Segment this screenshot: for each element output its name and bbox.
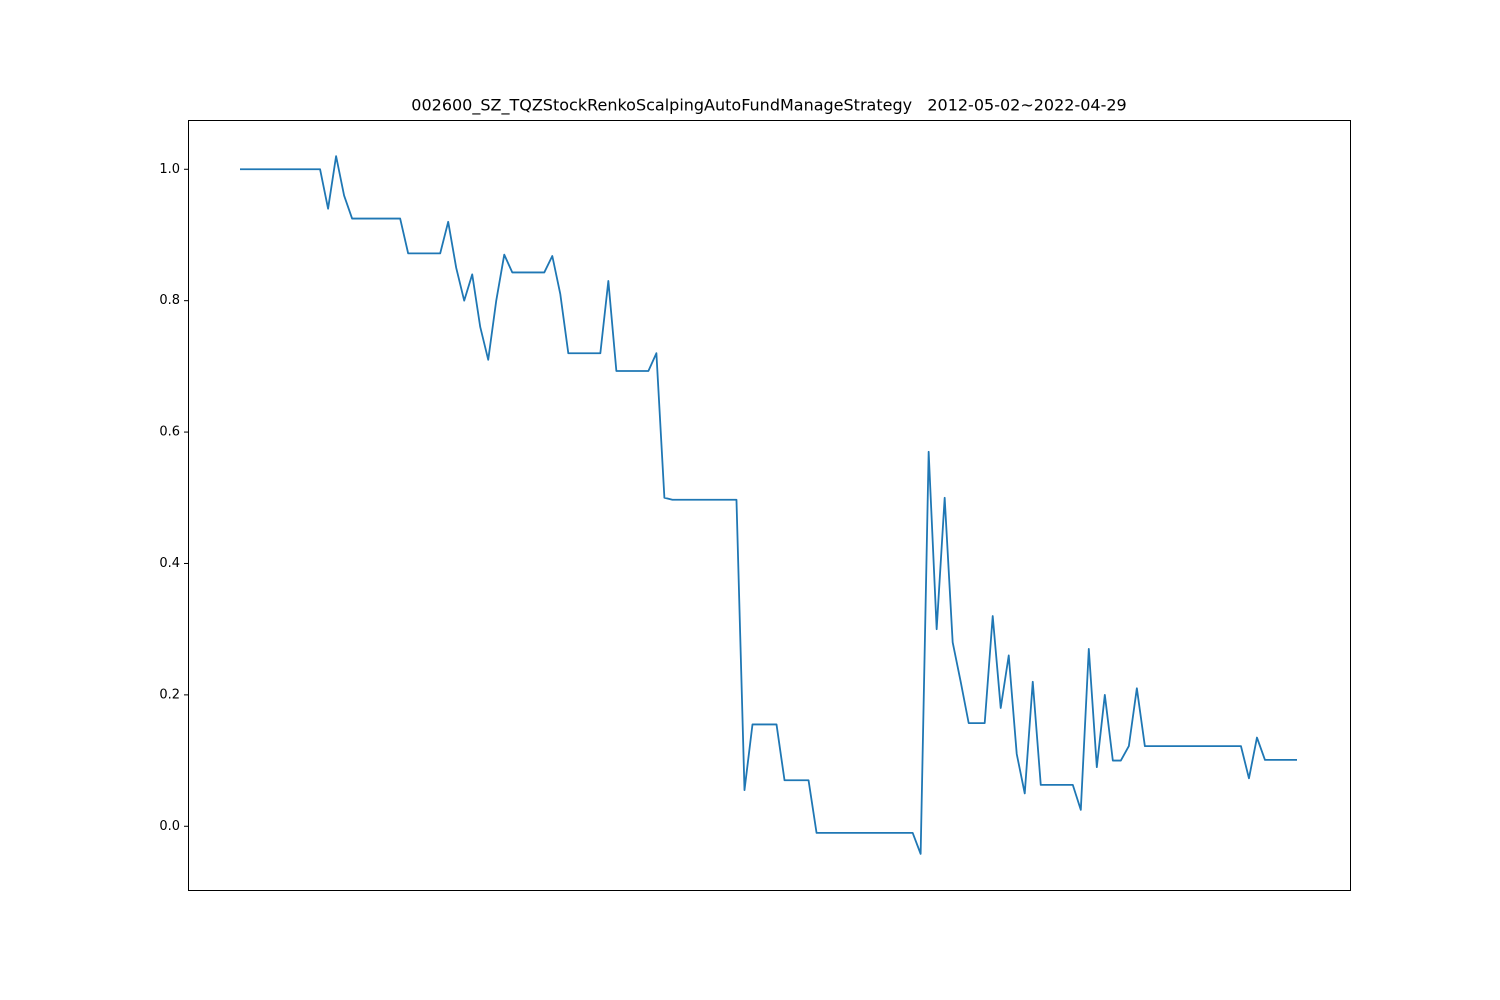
y-tick-label: 0.4 [159, 556, 180, 571]
y-tick-label: 1.0 [159, 162, 180, 177]
y-tick-label: 0.8 [159, 293, 180, 308]
series-line [240, 155, 1297, 855]
chart-title: 002600_SZ_TQZStockRenkoScalpingAutoFundM… [411, 96, 1126, 116]
y-tick-label: 0.6 [159, 425, 180, 440]
y-tick-label: 0.2 [159, 687, 180, 702]
plot-frame [188, 120, 1351, 891]
y-tick-label: 0.0 [159, 819, 180, 834]
